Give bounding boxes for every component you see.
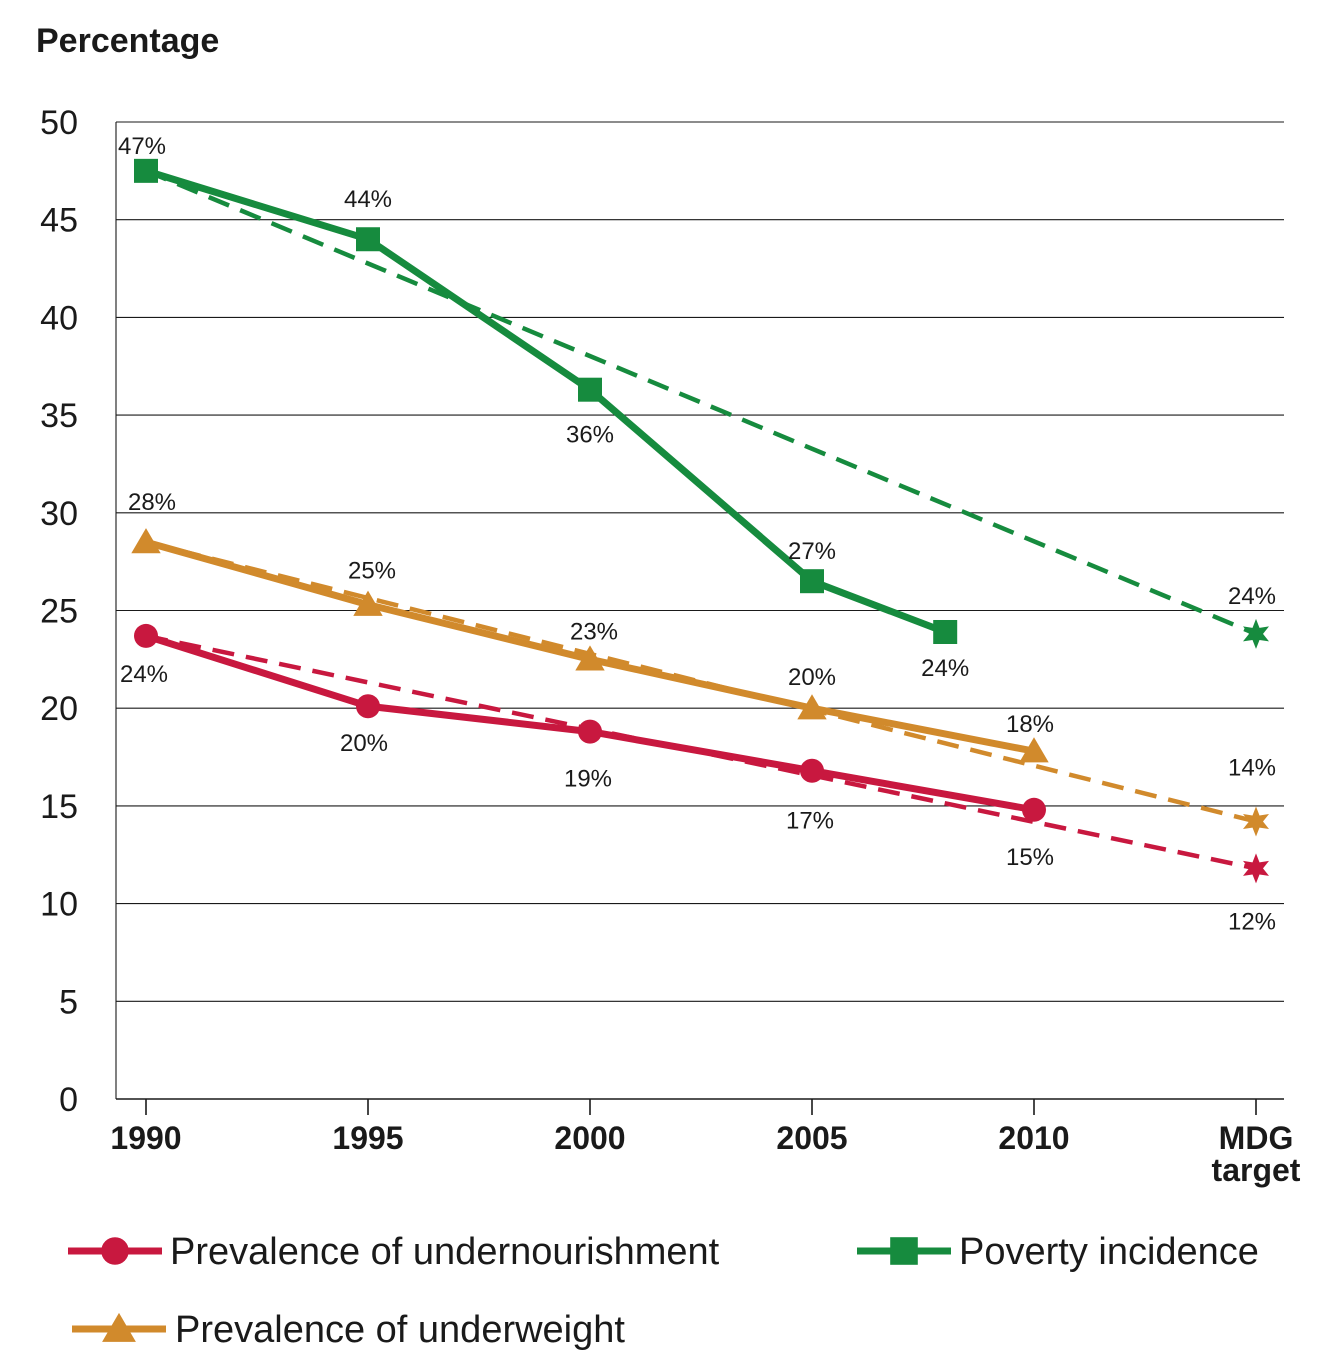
x-tick-label: MDG bbox=[1219, 1120, 1294, 1156]
data-label: 25% bbox=[348, 558, 396, 585]
data-label: 18% bbox=[1006, 711, 1054, 738]
y-axis-title: Percentage bbox=[36, 22, 219, 60]
circle-marker bbox=[134, 623, 158, 648]
y-tick-label: 35 bbox=[40, 397, 78, 435]
x-tick-label: target bbox=[1212, 1152, 1301, 1188]
y-tick-label: 20 bbox=[40, 690, 78, 728]
data-label: 20% bbox=[788, 664, 836, 691]
target-trend-line bbox=[145, 539, 1257, 824]
data-label: 23% bbox=[570, 618, 618, 645]
data-label: 15% bbox=[1006, 844, 1054, 871]
triangle-marker bbox=[797, 694, 827, 720]
data-label: 47% bbox=[118, 133, 166, 160]
circle-marker bbox=[101, 1237, 129, 1265]
square-marker bbox=[800, 569, 824, 594]
data-label: 17% bbox=[786, 808, 834, 835]
triangle-marker bbox=[353, 590, 383, 616]
triangle-marker bbox=[131, 528, 161, 554]
x-tick-label: 2005 bbox=[776, 1120, 847, 1156]
y-tick-label: 10 bbox=[40, 886, 78, 924]
data-label: 44% bbox=[344, 186, 392, 213]
target-star-marker bbox=[1243, 806, 1269, 837]
x-tick-label: 1990 bbox=[110, 1120, 181, 1156]
data-label: 20% bbox=[340, 730, 388, 757]
legend-label: Prevalence of underweight bbox=[175, 1309, 625, 1351]
y-tick-label: 30 bbox=[40, 495, 78, 533]
square-marker bbox=[890, 1237, 918, 1265]
y-tick-label: 5 bbox=[59, 983, 78, 1021]
legend-label: Poverty incidence bbox=[959, 1231, 1259, 1273]
square-marker bbox=[578, 377, 602, 402]
target-star-marker bbox=[1243, 618, 1269, 649]
gridlines bbox=[115, 121, 1284, 1100]
triangle-marker bbox=[1019, 737, 1049, 763]
x-tick-label: 2010 bbox=[998, 1120, 1069, 1156]
target-trend-line bbox=[145, 168, 1257, 637]
data-label: 24% bbox=[120, 661, 168, 688]
y-tick-label: 25 bbox=[40, 593, 78, 631]
square-marker bbox=[356, 227, 380, 252]
circle-marker bbox=[356, 694, 380, 719]
data-label: 27% bbox=[788, 538, 836, 565]
target-label: 24% bbox=[1228, 583, 1276, 610]
circle-marker bbox=[1022, 797, 1046, 822]
square-marker bbox=[134, 158, 158, 183]
y-tick-label: 40 bbox=[40, 299, 78, 337]
target-trend-line bbox=[145, 633, 1257, 871]
y-tick-label: 45 bbox=[40, 202, 78, 240]
x-tick-label: 1995 bbox=[332, 1120, 403, 1156]
x-tick-label: 2000 bbox=[554, 1120, 625, 1156]
legend-label: Prevalence of undernourishment bbox=[170, 1231, 720, 1273]
series-layer bbox=[131, 158, 1269, 884]
data-label: 24% bbox=[921, 655, 969, 682]
circle-marker bbox=[800, 758, 824, 783]
data-label: 28% bbox=[128, 489, 176, 516]
y-tick-label: 0 bbox=[59, 1081, 78, 1119]
data-label: 19% bbox=[564, 766, 612, 793]
target-label: 12% bbox=[1228, 908, 1276, 935]
data-label: 36% bbox=[566, 422, 614, 449]
data-labels: 47% 44% 36% 27% 24% 24% 28% 25% 23% 20% 18% 14% 24% 2… bbox=[118, 133, 1276, 936]
target-label: 14% bbox=[1228, 755, 1276, 782]
legend: Prevalence of undernourishment Poverty in… bbox=[68, 1231, 1259, 1351]
y-tick-label: 50 bbox=[40, 104, 78, 142]
y-tick-label: 15 bbox=[40, 788, 78, 826]
circle-marker bbox=[578, 719, 602, 744]
triangle-marker bbox=[575, 645, 605, 671]
target-star-marker bbox=[1243, 853, 1269, 884]
triangle-marker bbox=[102, 1312, 136, 1342]
square-marker bbox=[933, 619, 958, 644]
y-axis-ticks: 0 5 10 15 20 25 30 35 40 45 50 bbox=[40, 104, 78, 1119]
